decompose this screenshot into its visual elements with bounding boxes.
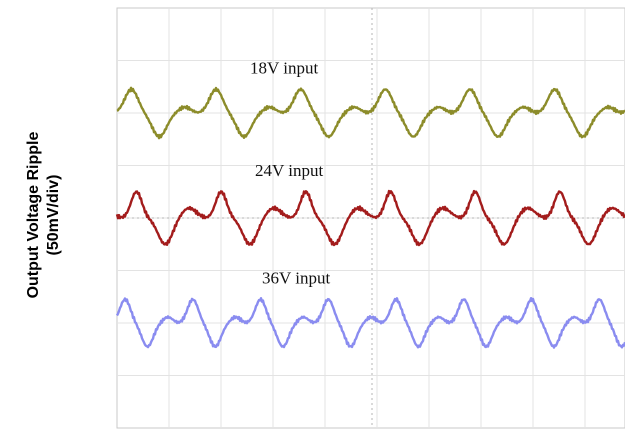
- trace-24v-input: [115, 189, 625, 247]
- y-axis-label-line2: (50mV/div): [45, 175, 62, 256]
- traces: [115, 86, 625, 349]
- trace-label: 24V input: [255, 161, 323, 180]
- trace-18v-input: [116, 86, 625, 140]
- trace-label: 36V input: [262, 268, 330, 287]
- grid: [117, 8, 625, 428]
- y-axis-label-line1: Output Voltage Ripple: [25, 132, 42, 299]
- trace-label: 18V input: [250, 58, 318, 77]
- trace-36v-input: [115, 297, 625, 349]
- trace-labels: 18V input 24V input 36V input: [250, 58, 330, 287]
- y-axis-label: Output Voltage Ripple (50mV/div): [25, 132, 62, 299]
